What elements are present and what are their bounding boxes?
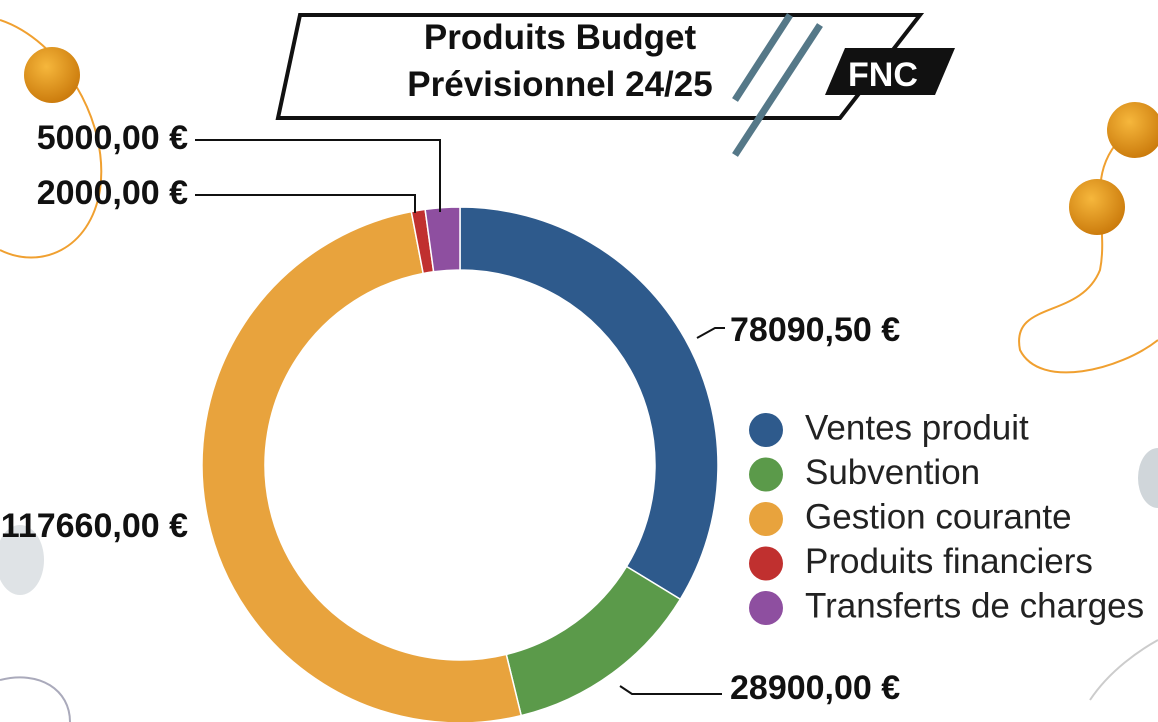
leader-line — [620, 686, 722, 694]
donut-slice — [202, 212, 521, 722]
legend-label: Gestion courante — [805, 497, 1072, 536]
legend-label: Ventes produit — [805, 408, 1029, 447]
leader-line — [195, 140, 440, 212]
legend-marker — [749, 502, 783, 536]
chart-title: Produits Budget Prévisionnel 24/25 — [360, 14, 760, 108]
legend-marker — [749, 591, 783, 625]
donut-slice — [460, 207, 718, 599]
data-label: 78090,50 € — [730, 311, 900, 349]
legend-label: Transferts de charges — [805, 586, 1144, 625]
legend-marker — [749, 413, 783, 447]
page: 78090,50 € 28900,00 € 117660,00 € 2000,00 €… — [0, 0, 1158, 722]
data-label: 2000,00 € — [37, 174, 188, 212]
data-label: 28900,00 € — [730, 669, 900, 707]
leader-line — [195, 195, 415, 213]
legend-label: Subvention — [805, 453, 980, 492]
data-label: 5000,00 € — [37, 119, 188, 157]
leader-line — [697, 328, 725, 338]
logo: FNC — [848, 56, 918, 95]
data-label: 117660,00 € — [1, 507, 188, 545]
legend-marker — [749, 547, 783, 581]
legend-marker — [749, 458, 783, 492]
legend-label: Produits financiers — [805, 542, 1093, 581]
chart: 78090,50 € 28900,00 € 117660,00 € 2000,00 €… — [0, 0, 1158, 722]
